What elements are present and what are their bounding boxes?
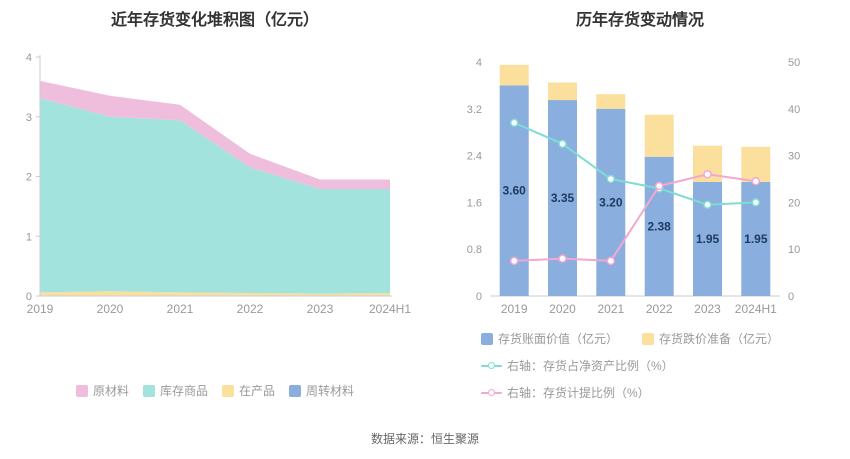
x-category-label: 2022 bbox=[237, 302, 264, 316]
legend-swatch-icon bbox=[289, 384, 302, 397]
stacked-area-chart: 近年存货变化堆积图（亿元） 0 1 2 3 4 2019 2020 2021 2022 2023 2… bbox=[0, 12, 430, 399]
legend-swatch-icon bbox=[481, 332, 493, 345]
legend-line-marker-icon bbox=[481, 361, 502, 371]
legend-label: 右轴：存货占净资产比例（%） bbox=[507, 359, 674, 373]
x-category-label: 2024H1 bbox=[735, 302, 777, 316]
x-category-label: 2021 bbox=[597, 302, 624, 316]
legend-item-bar-0[interactable]: 存货账面价值（亿元） bbox=[481, 330, 618, 347]
bar-segment-series-1[interactable] bbox=[741, 146, 771, 182]
left-y-tick-label: 0 bbox=[476, 291, 482, 303]
area-series-3[interactable] bbox=[40, 80, 390, 189]
bar-value-label: 3.35 bbox=[551, 191, 575, 205]
left-y-tick-label: 0.8 bbox=[467, 244, 482, 256]
x-category-label: 2023 bbox=[307, 302, 334, 316]
line-point-series-0[interactable] bbox=[703, 200, 712, 209]
line-point-series-1[interactable] bbox=[751, 177, 761, 186]
line-point-series-1[interactable] bbox=[703, 170, 712, 179]
legend-item-bar-1[interactable]: 存货跌价准备（亿元） bbox=[642, 330, 779, 347]
right-y-tick-label: 30 bbox=[788, 151, 800, 163]
right-y-tick-label: 40 bbox=[788, 104, 800, 116]
legend-swatch-icon bbox=[142, 384, 155, 397]
legend-label: 库存商品 bbox=[159, 384, 208, 398]
legend-line-marker-icon bbox=[481, 388, 502, 398]
bar-segment-series-1[interactable] bbox=[499, 64, 529, 86]
legend-label: 存货账面价值（亿元） bbox=[498, 332, 619, 346]
y-tick-label: 1 bbox=[26, 231, 32, 243]
x-category-label: 2020 bbox=[97, 302, 124, 316]
line-series-0[interactable] bbox=[513, 121, 756, 206]
legend-swatch-icon bbox=[642, 332, 655, 345]
legend-label: 在产品 bbox=[239, 384, 276, 398]
line-series-1[interactable] bbox=[514, 173, 756, 262]
x-category-label: 2022 bbox=[646, 302, 673, 316]
legend-label: 存货跌价准备（亿元） bbox=[659, 332, 780, 346]
right-y-tick-label: 0 bbox=[788, 291, 794, 303]
bar-value-label: 2.38 bbox=[647, 219, 671, 233]
right-y-tick-label: 10 bbox=[788, 244, 800, 256]
right-chart-title: 历年存货变动情况 bbox=[575, 12, 704, 29]
bar-segment-series-0[interactable] bbox=[548, 100, 577, 296]
legend-item-line-1[interactable]: 右轴：存货计提比例（%） bbox=[481, 384, 650, 401]
line-point-series-1[interactable] bbox=[606, 256, 616, 266]
legend-item-area-0[interactable]: 原材料 bbox=[75, 382, 129, 399]
x-category-label: 2023 bbox=[694, 302, 721, 316]
legend-label: 原材料 bbox=[92, 384, 129, 398]
right-y-tick-label: 50 bbox=[788, 57, 800, 69]
line-point-series-0[interactable] bbox=[558, 139, 567, 149]
line-point-series-0[interactable] bbox=[606, 174, 616, 184]
left-chart-legend: 原材料 库存商品 在产品 周转材料 bbox=[15, 382, 415, 399]
bar-value-label: 1.95 bbox=[696, 232, 720, 246]
bar-segment-series-0[interactable] bbox=[644, 156, 674, 296]
right-chart-legend: 存货账面价值（亿元） 存货跌价准备（亿元） 右轴：存货占净资产比例（%） 右轴：存货计… bbox=[481, 330, 779, 401]
area-series-1[interactable] bbox=[40, 291, 390, 296]
legend-row-bars: 存货账面价值（亿元） 存货跌价准备（亿元） bbox=[481, 330, 779, 347]
x-category-label: 2020 bbox=[549, 302, 576, 316]
legend-item-area-2[interactable]: 在产品 bbox=[222, 382, 275, 399]
bar-value-label: 3.60 bbox=[502, 184, 526, 198]
legend-item-line-0[interactable]: 右轴：存货占净资产比例（%） bbox=[481, 357, 674, 374]
y-tick-label: 3 bbox=[26, 112, 32, 124]
bar-line-chart: 历年存货变动情况 0 0.8 1.6 2.4 3.2 4 0 10 20 30 40 50 3.60 3.… bbox=[430, 0, 850, 459]
area-series-2[interactable] bbox=[40, 98, 390, 294]
bar-segment-series-1[interactable] bbox=[644, 114, 674, 157]
left-y-tick-label: 1.6 bbox=[467, 197, 482, 209]
legend-row-line-1: 右轴：存货计提比例（%） bbox=[481, 384, 779, 401]
bar-segment-series-1[interactable] bbox=[548, 82, 577, 101]
legend-swatch-icon bbox=[75, 384, 88, 397]
x-category-label: 2019 bbox=[501, 302, 528, 316]
y-tick-label: 0 bbox=[26, 291, 32, 303]
bar-value-label: 3.20 bbox=[599, 195, 623, 209]
line-point-series-1[interactable] bbox=[654, 181, 664, 191]
data-source-note: 数据来源：恒生聚源 bbox=[370, 432, 479, 446]
legend-label: 右轴：存货计提比例（%） bbox=[507, 386, 650, 400]
bar-segment-series-1[interactable] bbox=[596, 94, 626, 109]
legend-dot-icon bbox=[488, 361, 495, 369]
line-point-series-1[interactable] bbox=[509, 256, 519, 266]
bar-value-label: 1.95 bbox=[744, 232, 768, 246]
line-point-series-0[interactable] bbox=[509, 118, 519, 128]
left-y-tick-label: 3.2 bbox=[467, 104, 482, 116]
line-point-series-1[interactable] bbox=[558, 254, 567, 263]
x-category-label: 2024H1 bbox=[369, 302, 411, 316]
legend-row-line-0: 右轴：存货占净资产比例（%） bbox=[481, 357, 779, 374]
legend-item-area-3[interactable]: 周转材料 bbox=[289, 382, 354, 399]
left-y-tick-label: 4 bbox=[476, 57, 482, 69]
left-y-tick-label: 2.4 bbox=[467, 151, 482, 163]
x-category-label: 2021 bbox=[167, 302, 194, 316]
y-tick-label: 2 bbox=[26, 172, 32, 184]
right-y-tick-label: 20 bbox=[788, 197, 800, 209]
line-point-series-0[interactable] bbox=[751, 198, 761, 207]
legend-dot-icon bbox=[488, 388, 495, 396]
legend-item-area-1[interactable]: 库存商品 bbox=[142, 382, 208, 399]
legend-swatch-icon bbox=[222, 384, 234, 397]
y-tick-label: 4 bbox=[26, 52, 32, 64]
x-category-label: 2019 bbox=[27, 302, 54, 316]
left-chart-canvas[interactable]: 0 1 2 3 4 2019 2020 2021 2022 2023 2024H1 bbox=[0, 40, 430, 330]
left-chart-title: 近年存货变化堆积图（亿元） bbox=[110, 12, 319, 29]
legend-label: 周转材料 bbox=[306, 384, 355, 398]
